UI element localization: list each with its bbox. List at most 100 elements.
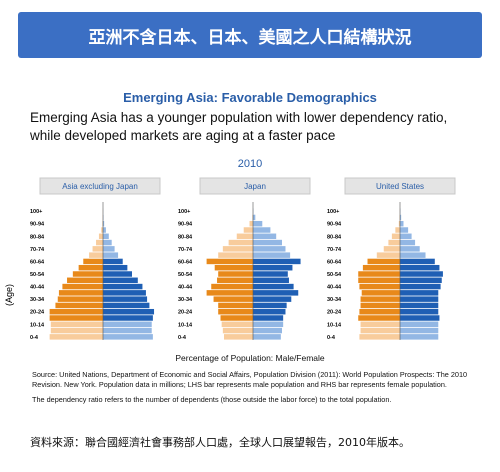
y-tick-label: 60-64 — [178, 259, 193, 265]
description-line: while developed markets are aging at a f… — [30, 128, 336, 143]
bar — [96, 239, 103, 246]
bar — [83, 258, 103, 265]
y-tick-label: 0-4 — [30, 335, 39, 341]
bar — [253, 283, 294, 290]
bar — [103, 308, 155, 315]
y-tick-label: 0-4 — [327, 335, 336, 341]
bar — [253, 258, 301, 265]
bar — [218, 308, 253, 315]
bar — [62, 283, 103, 290]
bar — [49, 315, 103, 321]
y-tick-label: 60-64 — [327, 259, 342, 265]
bar — [50, 327, 103, 334]
bar — [388, 239, 400, 246]
chart-title-box — [199, 177, 311, 195]
y-tick-label: 50-54 — [30, 272, 45, 278]
bar — [50, 321, 103, 328]
y-tick-label: 90-94 — [178, 222, 193, 228]
bar — [103, 246, 115, 252]
bar — [236, 233, 253, 240]
description-line: Emerging Asia has a younger population w… — [30, 110, 448, 125]
bar — [253, 296, 292, 302]
y-tick-label: 80-84 — [30, 234, 45, 240]
bar — [253, 214, 256, 221]
bar — [92, 246, 103, 252]
bar — [391, 233, 400, 240]
charts: (Age) Asia excluding Japan 100+ 90-94 80-84… — [4, 177, 456, 341]
bar — [49, 334, 103, 340]
bar — [103, 321, 152, 328]
y-tick-label: 10-14 — [178, 322, 193, 328]
y-tick-label: 100+ — [178, 209, 190, 215]
bar — [253, 277, 289, 284]
bar — [400, 271, 443, 277]
bar — [253, 264, 293, 271]
bar — [224, 334, 253, 340]
bar — [103, 258, 123, 265]
bar — [253, 252, 291, 258]
y-tick-label: 70-74 — [178, 247, 193, 253]
bar — [103, 327, 152, 334]
bar — [253, 327, 282, 334]
bar — [253, 308, 286, 315]
bar — [367, 258, 400, 265]
footer: 資料來源：聯合國經濟社會事務部人口處，全球人口展望報告，2010年版本。 — [30, 436, 410, 449]
bar — [221, 321, 253, 328]
bar — [206, 290, 253, 296]
bar — [400, 252, 426, 258]
bar — [400, 302, 439, 309]
bar — [103, 252, 119, 258]
y-tick-label: 80-84 — [327, 234, 342, 240]
bar — [218, 252, 253, 258]
bar — [359, 283, 400, 290]
bar — [228, 239, 253, 246]
bar — [211, 283, 253, 290]
y-tick-label: 0-4 — [178, 335, 187, 341]
y-tick-label: 50-54 — [178, 272, 193, 278]
bar — [103, 290, 146, 296]
bar — [359, 334, 400, 340]
headline: Emerging Asia: Favorable Demographics — [123, 90, 377, 105]
bar — [103, 233, 109, 240]
y-tick-label: 80-84 — [178, 234, 193, 240]
y-tick-label: 100+ — [327, 209, 339, 215]
bar — [103, 239, 112, 246]
bar — [400, 277, 442, 284]
note: The dependency ratio refers to the numbe… — [32, 395, 392, 404]
bar — [218, 271, 253, 277]
bar — [213, 296, 253, 302]
bar — [400, 227, 409, 233]
y-tick-label: 20-24 — [327, 310, 342, 316]
bar — [103, 296, 148, 302]
bar — [253, 233, 277, 240]
bar — [400, 290, 439, 296]
y-tick-label: 20-24 — [30, 310, 45, 316]
bar — [103, 220, 105, 227]
notes: Source: United Nations, Department of Ec… — [32, 370, 472, 411]
bar — [400, 214, 402, 221]
y-tick-label: 30-34 — [30, 297, 45, 303]
bar — [360, 296, 400, 302]
y-tick-label: 90-94 — [30, 222, 45, 228]
bar — [360, 302, 400, 309]
bar — [89, 252, 103, 258]
y-tick-label: 70-74 — [30, 247, 45, 253]
bar — [253, 334, 281, 340]
bar — [253, 239, 282, 246]
y-tick-label: 30-34 — [327, 297, 342, 303]
bar — [253, 315, 284, 321]
y-tick-label: 70-74 — [327, 247, 342, 253]
y-tick-label: 10-14 — [30, 322, 45, 328]
bar — [253, 246, 286, 252]
y-tick-label: 10-14 — [327, 322, 342, 328]
bar — [217, 277, 253, 284]
bar — [58, 290, 103, 296]
bar — [395, 227, 400, 233]
bar — [400, 239, 416, 246]
bar — [253, 220, 263, 227]
bar — [358, 277, 400, 284]
bar — [253, 271, 288, 277]
bar — [103, 334, 153, 340]
chart-title-box — [344, 177, 456, 195]
